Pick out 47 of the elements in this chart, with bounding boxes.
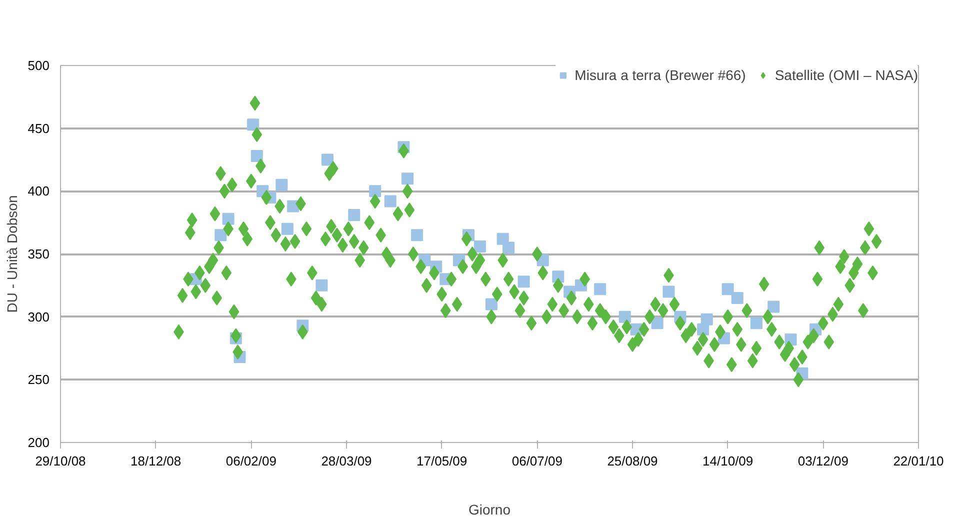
y-tick-label: 400 xyxy=(28,184,50,199)
point xyxy=(321,154,334,166)
x-tick-label: 25/08/09 xyxy=(607,454,658,468)
point xyxy=(768,300,780,313)
point xyxy=(722,283,734,296)
legend-label: Misura a terra (Brewer #66) xyxy=(574,67,746,83)
x-tick-label: 06/07/09 xyxy=(512,454,562,468)
point xyxy=(700,313,713,326)
x-tick-label: 28/03/09 xyxy=(321,454,372,468)
y-tick-label: 500 xyxy=(28,58,50,73)
point xyxy=(502,242,515,254)
y-tick-label: 250 xyxy=(28,372,50,388)
point xyxy=(250,150,263,162)
point xyxy=(369,185,382,198)
point xyxy=(276,178,288,191)
x-tick-label: 06/02/09 xyxy=(226,454,276,468)
point xyxy=(316,279,328,292)
point xyxy=(384,195,396,208)
y-tick-label: 350 xyxy=(28,246,50,262)
point xyxy=(222,212,234,225)
point xyxy=(247,118,260,131)
point xyxy=(731,292,744,304)
legend-label: Satellite (OMI – NASA) xyxy=(774,67,918,83)
y-axis-title: DU - Unità Dobson xyxy=(4,195,20,313)
point xyxy=(518,276,530,288)
point xyxy=(411,229,424,242)
y-tick-label: 200 xyxy=(28,435,50,450)
point xyxy=(618,310,631,323)
x-tick-label: 03/12/09 xyxy=(798,454,848,468)
y-tick-label: 450 xyxy=(28,120,50,136)
point xyxy=(594,283,606,296)
x-tick-label: 22/01/10 xyxy=(893,454,944,468)
point xyxy=(402,172,414,185)
point xyxy=(281,222,294,235)
point xyxy=(750,317,762,330)
y-tick-label: 300 xyxy=(28,309,50,324)
x-tick-label: 17/05/09 xyxy=(416,454,468,468)
point xyxy=(485,298,498,310)
point xyxy=(662,286,675,298)
x-tick-label: 29/10/08 xyxy=(35,454,86,468)
point xyxy=(474,240,486,252)
point xyxy=(651,317,664,330)
x-axis-title: Giorno xyxy=(468,502,511,518)
point xyxy=(348,209,360,222)
x-tick-label: 18/12/08 xyxy=(130,454,182,468)
point xyxy=(214,229,227,242)
x-tick-label: 14/10/09 xyxy=(702,454,754,468)
